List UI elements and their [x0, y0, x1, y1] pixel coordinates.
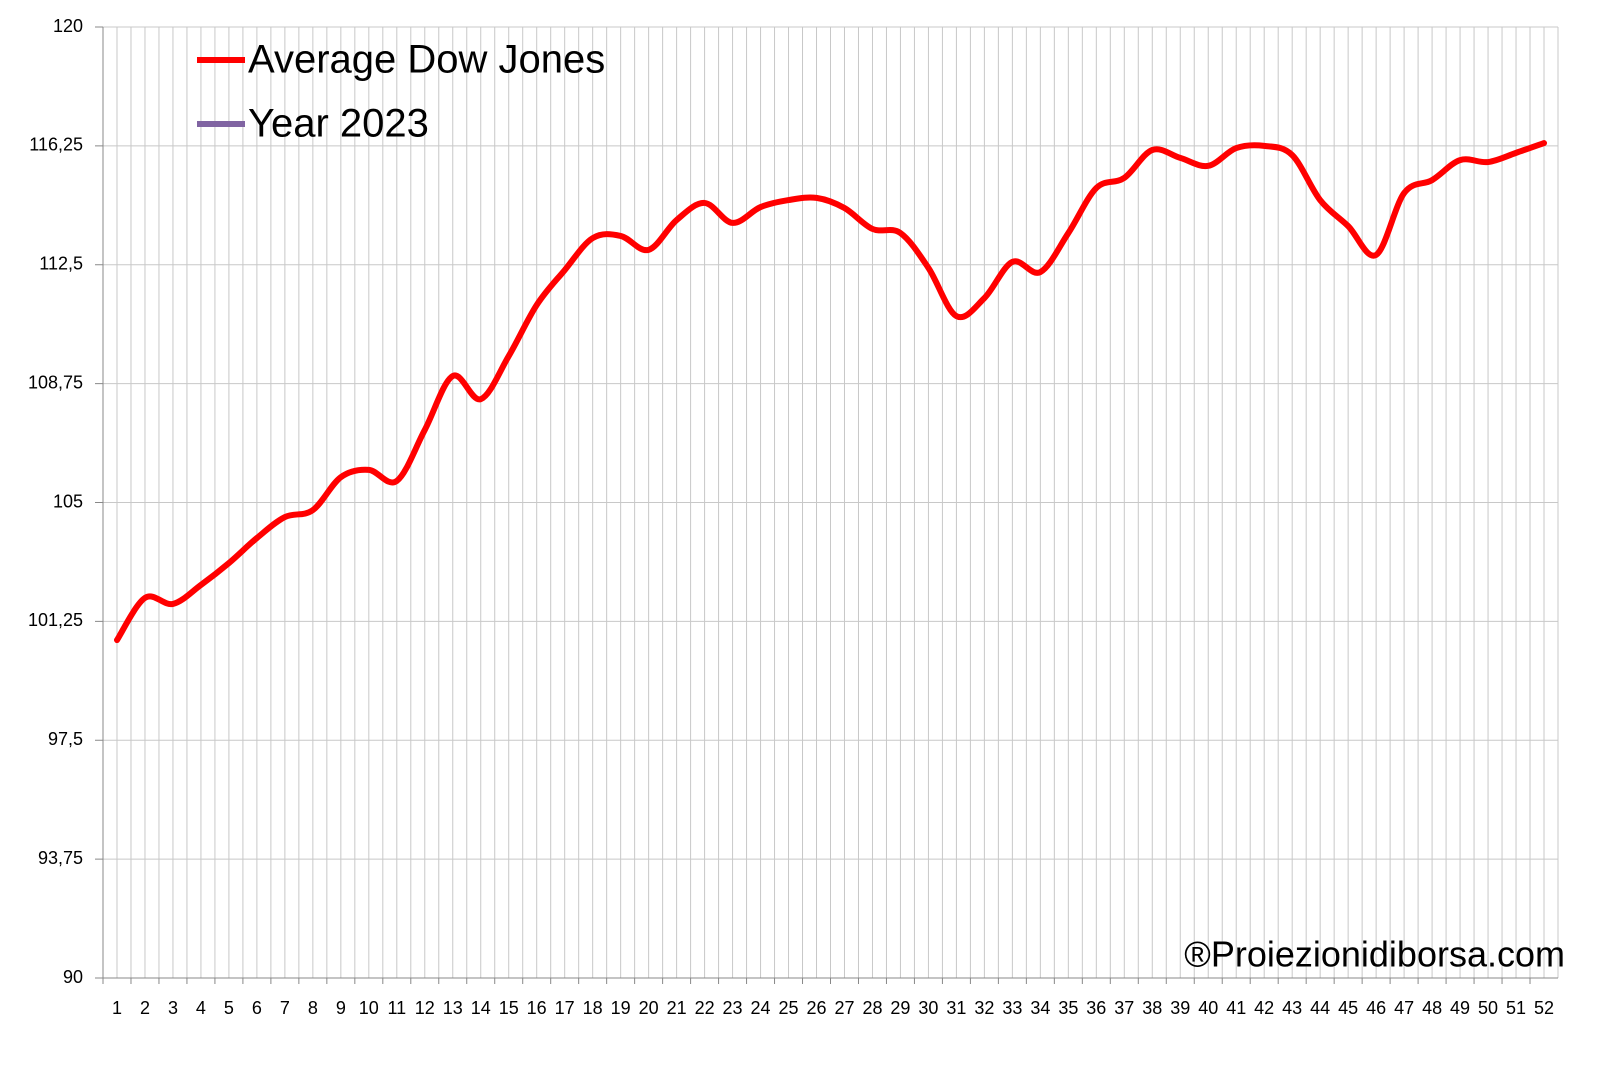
x-tick-label: 24 [751, 998, 771, 1018]
x-tick-label: 6 [252, 998, 262, 1018]
x-tick-label: 11 [387, 998, 406, 1018]
x-tick-label: 5 [224, 998, 234, 1018]
y-tick-label: 90 [63, 967, 83, 987]
x-tick-label: 22 [695, 998, 715, 1018]
series-line [113, 140, 1548, 644]
x-tick-label: 19 [611, 998, 631, 1018]
watermark: ®Proiezionidiborsa.com [1184, 934, 1565, 975]
x-tick-label: 16 [527, 998, 547, 1018]
x-tick-label: 31 [946, 998, 966, 1018]
x-tick-label: 20 [639, 998, 659, 1018]
x-tick-label: 38 [1142, 998, 1162, 1018]
x-tick-label: 50 [1478, 998, 1498, 1018]
x-tick-label: 12 [415, 998, 435, 1018]
x-tick-label: 51 [1506, 998, 1526, 1018]
x-tick-label: 32 [974, 998, 994, 1018]
x-tick-label: 41 [1226, 998, 1246, 1018]
x-tick-label: 1 [112, 998, 122, 1018]
y-tick-label: 116,25 [29, 135, 83, 155]
x-tick-label: 33 [1002, 998, 1022, 1018]
x-tick-label: 36 [1086, 998, 1106, 1018]
x-tick-label: 48 [1422, 998, 1442, 1018]
y-tick-label: 112,5 [39, 254, 83, 274]
x-tick-label: 29 [890, 998, 910, 1018]
x-tick-label: 2 [140, 998, 150, 1018]
y-tick-label: 108,75 [28, 372, 83, 392]
y-tick-label: 120 [53, 16, 83, 36]
x-tick-label: 7 [280, 998, 290, 1018]
x-tick-label: 4 [196, 998, 206, 1018]
x-tick-label: 13 [443, 998, 463, 1018]
x-tick-label: 46 [1366, 998, 1386, 1018]
legend-label: Average Dow Jones [248, 38, 605, 82]
x-tick-label: 8 [308, 998, 318, 1018]
legend-label: Year 2023 [248, 102, 429, 146]
x-tick-label: 39 [1170, 998, 1190, 1018]
x-tick-label: 37 [1114, 998, 1134, 1018]
x-tick-label: 34 [1030, 998, 1050, 1018]
x-tick-label: 21 [667, 998, 687, 1018]
x-tick-label: 10 [359, 998, 379, 1018]
x-tick-label: 26 [806, 998, 826, 1018]
x-tick-label: 9 [336, 998, 346, 1018]
x-tick-label: 14 [471, 998, 491, 1018]
x-tick-label: 18 [583, 998, 603, 1018]
y-tick-label: 105 [53, 491, 83, 511]
y-tick-label: 97,5 [48, 729, 83, 749]
x-tick-label: 17 [555, 998, 575, 1018]
x-tick-label: 25 [779, 998, 799, 1018]
x-tick-label: 42 [1254, 998, 1274, 1018]
x-tick-label: 30 [918, 998, 938, 1018]
x-tick-label: 40 [1198, 998, 1218, 1018]
x-tick-label: 52 [1534, 998, 1554, 1018]
x-tick-label: 44 [1310, 998, 1330, 1018]
y-tick-label: 93,75 [38, 848, 83, 868]
x-tick-label: 43 [1282, 998, 1302, 1018]
x-tick-label: 49 [1450, 998, 1470, 1018]
x-tick-label: 35 [1058, 998, 1078, 1018]
x-tick-label: 45 [1338, 998, 1358, 1018]
x-tick-label: 47 [1394, 998, 1414, 1018]
x-tick-label: 15 [499, 998, 519, 1018]
x-tick-label: 27 [834, 998, 854, 1018]
y-tick-label: 101,25 [28, 610, 83, 630]
x-tick-label: 3 [168, 998, 178, 1018]
x-tick-label: 28 [862, 998, 882, 1018]
x-tick-label: 23 [723, 998, 743, 1018]
